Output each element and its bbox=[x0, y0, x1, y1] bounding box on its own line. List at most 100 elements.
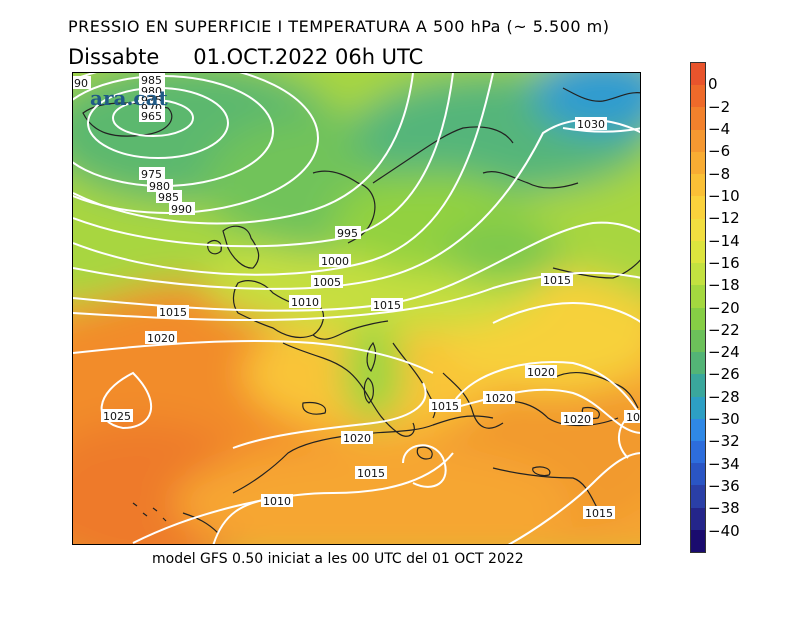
isobar-label: 975 bbox=[139, 167, 165, 181]
isobar-label-text: 1020 bbox=[343, 432, 371, 445]
colorbar-swatch bbox=[691, 463, 705, 486]
isobar-label: 985 bbox=[139, 73, 165, 87]
colorbar-swatch bbox=[691, 529, 705, 553]
isobar-label: 1020 bbox=[525, 365, 557, 379]
isobar-label-text: 965 bbox=[141, 110, 162, 123]
colorbar-tick-label: −36 bbox=[708, 477, 740, 496]
isobar-label: 1015 bbox=[355, 466, 387, 480]
isobar-label: 1020 bbox=[483, 391, 515, 405]
chart-title: PRESSIO EN SUPERFICIE I TEMPERATURA A 50… bbox=[68, 17, 610, 36]
isobar-label: 1010 bbox=[261, 494, 293, 508]
isobar-label: 1000 bbox=[319, 254, 351, 268]
isobar-label-text: 1025 bbox=[103, 410, 131, 423]
colorbar-tick-label: −22 bbox=[708, 320, 740, 339]
colorbar-tick-label: −4 bbox=[708, 119, 731, 138]
colorbar-swatch bbox=[691, 196, 705, 219]
colorbar-swatch bbox=[691, 285, 705, 308]
colorbar-ticks: 0 −2 −4 −6 −8 −10 −12 −14 −16 −18 −20 −22 −24 −26 −28 −… bbox=[708, 62, 788, 553]
isobar-label: 990 bbox=[169, 202, 195, 216]
ara-cat-logo: ara.cat bbox=[90, 86, 168, 110]
colorbar-tick-label: −24 bbox=[708, 343, 740, 362]
isobar-label-text: 90 bbox=[74, 77, 88, 90]
isobar-label: 1015 bbox=[371, 298, 403, 312]
colorbar-tick-label: −16 bbox=[708, 253, 740, 272]
isobar-label: 1020 bbox=[341, 431, 373, 445]
isobar-label: 1020 bbox=[561, 412, 593, 426]
isobar-label-text: 990 bbox=[171, 203, 192, 216]
colorbar-tick-label: −10 bbox=[708, 186, 740, 205]
isobar-label: 90 bbox=[73, 76, 91, 90]
coastlines bbox=[82, 87, 640, 534]
isobar-label-text: 1015 bbox=[357, 467, 385, 480]
isobar-label-text: 1000 bbox=[321, 255, 349, 268]
colorbar-swatch bbox=[691, 507, 705, 530]
colorbar-swatch bbox=[691, 329, 705, 353]
colorbar-tick-label: −6 bbox=[708, 142, 731, 161]
colorbar-swatch bbox=[691, 396, 705, 419]
isobar-label: 980 bbox=[147, 179, 173, 193]
colorbar-swatch bbox=[691, 418, 705, 441]
isobar-label-text: 1020 bbox=[527, 366, 555, 379]
isobar-label: 1020 bbox=[145, 331, 177, 345]
model-caption: model GFS 0.50 iniciat a les 00 UTC del … bbox=[152, 551, 524, 567]
isobar-label: 1030 bbox=[575, 117, 607, 131]
colorbar-tick-label: −14 bbox=[708, 231, 740, 250]
isobar-label: 1005 bbox=[311, 275, 343, 289]
colorbar-swatch bbox=[691, 485, 705, 508]
colorbar-swatch bbox=[691, 85, 705, 108]
colorbar-tick-label: 0 bbox=[708, 75, 718, 94]
isobar-label-text: 1020 bbox=[485, 392, 513, 405]
isobar-labels: 985 980 975 970 965 975 980 985 990 90 9… bbox=[73, 73, 640, 520]
colorbar-swatch bbox=[691, 218, 705, 241]
isobar-label-text: 1015 bbox=[159, 306, 187, 319]
isobar-label-text: 975 bbox=[141, 168, 162, 181]
isobar-label-text: 1005 bbox=[313, 276, 341, 289]
colorbar-swatch bbox=[691, 240, 705, 264]
colorbar-swatch bbox=[691, 174, 705, 197]
isobar-label: 1015 bbox=[583, 506, 615, 520]
colorbar-tick-label: −8 bbox=[708, 164, 731, 183]
colorbar-tick-label: −26 bbox=[708, 365, 740, 384]
isobar-label: 10 bbox=[624, 410, 640, 424]
isobar-label: 1010 bbox=[289, 295, 321, 309]
isobar-label-text: 1015 bbox=[431, 400, 459, 413]
colorbar-tick-label: −28 bbox=[708, 387, 740, 406]
isobar-label-text: 985 bbox=[141, 74, 162, 87]
colorbar-swatch bbox=[691, 151, 705, 175]
isobar-label: 965 bbox=[139, 109, 165, 123]
colorbar-tick-label: −20 bbox=[708, 298, 740, 317]
colorbar-swatch bbox=[691, 307, 705, 330]
colorbar-swatch bbox=[691, 263, 705, 286]
isobar-label: 1015 bbox=[157, 305, 189, 319]
map-svg: 985 980 975 970 965 975 980 985 990 90 9… bbox=[73, 73, 640, 544]
isobar-label-text: 1010 bbox=[291, 296, 319, 309]
colorbar-swatch bbox=[691, 440, 705, 464]
isobar-label-text: 980 bbox=[149, 180, 170, 193]
temperature-colorbar bbox=[690, 62, 706, 553]
datetime-label: 01.OCT.2022 06h UTC bbox=[193, 45, 424, 69]
isobar-label: 1015 bbox=[541, 273, 573, 287]
colorbar-tick-label: −34 bbox=[708, 454, 740, 473]
day-label: Dissabte bbox=[68, 45, 160, 69]
isobar-label-text: 10 bbox=[626, 411, 640, 424]
isobar-label-text: 1030 bbox=[577, 118, 605, 131]
isobar-label: 1025 bbox=[101, 409, 133, 423]
colorbar-swatch bbox=[691, 374, 705, 397]
colorbar-tick-label: −38 bbox=[708, 499, 740, 518]
colorbar-swatch bbox=[691, 129, 705, 152]
isobar-label-text: 1015 bbox=[543, 274, 571, 287]
colorbar-tick-label: −2 bbox=[708, 97, 731, 116]
isobar-label: 995 bbox=[335, 226, 361, 240]
colorbar-tick-label: −40 bbox=[708, 521, 740, 540]
isobar-label-text: 995 bbox=[337, 227, 358, 240]
colorbar-swatch bbox=[691, 107, 705, 130]
colorbar-tick-label: −18 bbox=[708, 276, 740, 295]
weather-map: 985 980 975 970 965 975 980 985 990 90 9… bbox=[72, 72, 641, 545]
colorbar-tick-label: −32 bbox=[708, 432, 740, 451]
colorbar-tick-label: −12 bbox=[708, 209, 740, 228]
isobar-label: 985 bbox=[156, 190, 182, 204]
chart-subtitle: Dissabte 01.OCT.2022 06h UTC bbox=[68, 45, 423, 69]
isobar-label-text: 1015 bbox=[373, 299, 401, 312]
isobar-label-text: 1020 bbox=[563, 413, 591, 426]
isobar-label-text: 985 bbox=[158, 191, 179, 204]
